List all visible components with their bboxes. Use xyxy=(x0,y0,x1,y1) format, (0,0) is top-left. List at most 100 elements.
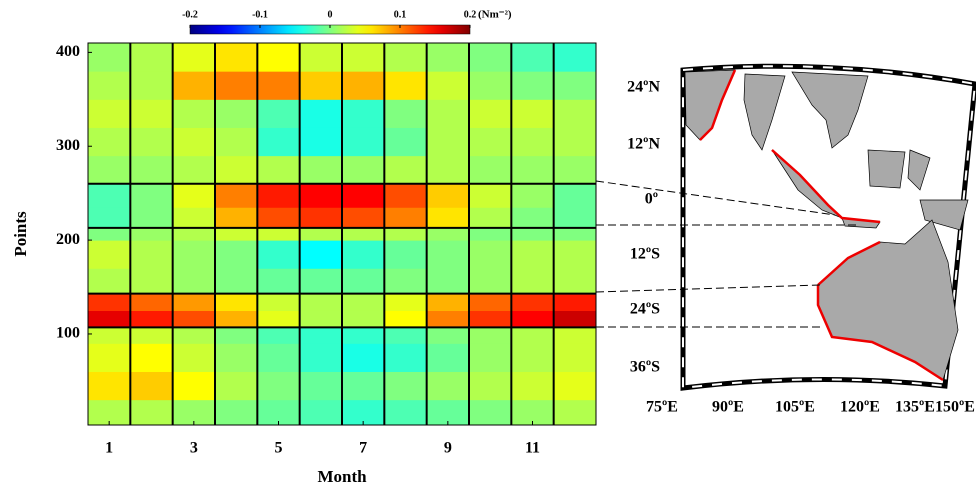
y-tick-label: 400 xyxy=(56,43,80,60)
heat-cell xyxy=(88,343,131,373)
heat-cell xyxy=(299,268,343,295)
heat-cell xyxy=(88,310,131,328)
heat-cell xyxy=(511,327,555,344)
heat-cell xyxy=(469,310,512,328)
heat-cell xyxy=(172,183,216,208)
heat-cell xyxy=(384,183,428,208)
lat-label: 24ºN xyxy=(627,79,660,96)
heat-cell xyxy=(426,343,470,373)
heat-cell xyxy=(88,43,131,72)
heat-cell xyxy=(384,207,428,229)
heat-cell xyxy=(553,155,597,185)
heat-cell xyxy=(299,310,343,328)
heat-cell xyxy=(215,327,258,344)
heat-cell xyxy=(342,293,385,311)
heat-cell xyxy=(172,343,216,373)
heat-cell xyxy=(342,310,385,328)
heat-cell xyxy=(257,343,301,373)
heat-cell xyxy=(299,240,343,269)
heat-cell xyxy=(257,127,301,157)
heat-cell xyxy=(426,71,470,100)
heat-cell xyxy=(257,371,301,401)
heat-cell xyxy=(88,240,131,269)
heat-cell xyxy=(299,327,343,344)
heat-cell xyxy=(299,183,343,208)
heat-cell xyxy=(553,371,597,401)
heat-cell xyxy=(426,371,470,401)
heat-cell xyxy=(215,207,258,229)
heat-cell xyxy=(511,155,555,185)
lat-label: 36ºS xyxy=(630,359,660,376)
lon-label: 150ºE xyxy=(935,399,975,416)
heat-cell xyxy=(426,293,470,311)
map-frame-dash xyxy=(682,65,976,390)
heat-cell xyxy=(257,43,301,72)
heat-cell xyxy=(553,227,597,241)
heat-cell xyxy=(257,327,301,344)
x-tick-label: 11 xyxy=(525,440,540,457)
colorbar-tick-label: -0.2 xyxy=(182,9,198,20)
heat-cell xyxy=(511,343,555,373)
lon-label: 120ºE xyxy=(840,399,880,416)
heat-cell xyxy=(215,99,258,128)
heat-cell xyxy=(553,343,597,373)
heat-cell xyxy=(553,293,597,311)
heat-cell xyxy=(257,268,301,295)
heat-cell xyxy=(426,240,470,269)
heatmap: 1 3 5 7 9 11 100 200 300 400 Month Points -0.2 -0.1 0 0… xyxy=(11,9,597,486)
heat-cell xyxy=(384,127,428,157)
heat-cell xyxy=(384,310,428,328)
coastline xyxy=(699,69,944,382)
heat-cell xyxy=(299,371,343,401)
heat-cell xyxy=(88,293,131,311)
heat-cell xyxy=(130,327,174,344)
heat-cell xyxy=(215,155,258,185)
heat-cell xyxy=(384,227,428,241)
heat-cell xyxy=(130,310,174,328)
heat-cell xyxy=(553,183,597,208)
heat-cell xyxy=(469,183,512,208)
heat-cell xyxy=(469,327,512,344)
heat-cell xyxy=(172,71,216,100)
heat-cell xyxy=(469,155,512,185)
heat-cell xyxy=(130,268,174,295)
heat-cell xyxy=(130,183,174,208)
heat-cell xyxy=(299,43,343,72)
heat-cell xyxy=(342,227,385,241)
heat-cell xyxy=(469,293,512,311)
heat-cell xyxy=(469,71,512,100)
heat-cell xyxy=(342,183,385,208)
heat-cell xyxy=(384,371,428,401)
heat-cell xyxy=(469,268,512,295)
y-tick-label: 200 xyxy=(56,231,80,248)
heat-cell xyxy=(215,310,258,328)
heat-cell xyxy=(342,71,385,100)
heat-cell xyxy=(299,155,343,185)
heat-cell xyxy=(88,71,131,100)
heat-cell xyxy=(88,227,131,241)
x-axis-title: Month xyxy=(317,467,367,486)
heat-cell xyxy=(88,327,131,344)
heat-cell xyxy=(384,268,428,295)
y-axis-title: Points xyxy=(11,211,30,257)
heat-cell xyxy=(511,293,555,311)
heat-cell xyxy=(384,71,428,100)
heat-cell xyxy=(172,293,216,311)
x-tick-label: 7 xyxy=(359,440,367,457)
heat-cell xyxy=(172,155,216,185)
heat-cell xyxy=(172,207,216,229)
heat-cell xyxy=(215,71,258,100)
heat-cell xyxy=(553,71,597,100)
heat-cell xyxy=(511,227,555,241)
heat-cell xyxy=(172,268,216,295)
heat-cell xyxy=(257,207,301,229)
heat-cell xyxy=(342,99,385,128)
colorbar-tick-label: 0.1 xyxy=(394,9,407,20)
heat-cell xyxy=(172,240,216,269)
lon-label: 90ºE xyxy=(712,399,744,416)
heat-cell xyxy=(426,327,470,344)
heat-cell xyxy=(299,343,343,373)
heat-cell xyxy=(172,99,216,128)
heat-cell xyxy=(384,343,428,373)
